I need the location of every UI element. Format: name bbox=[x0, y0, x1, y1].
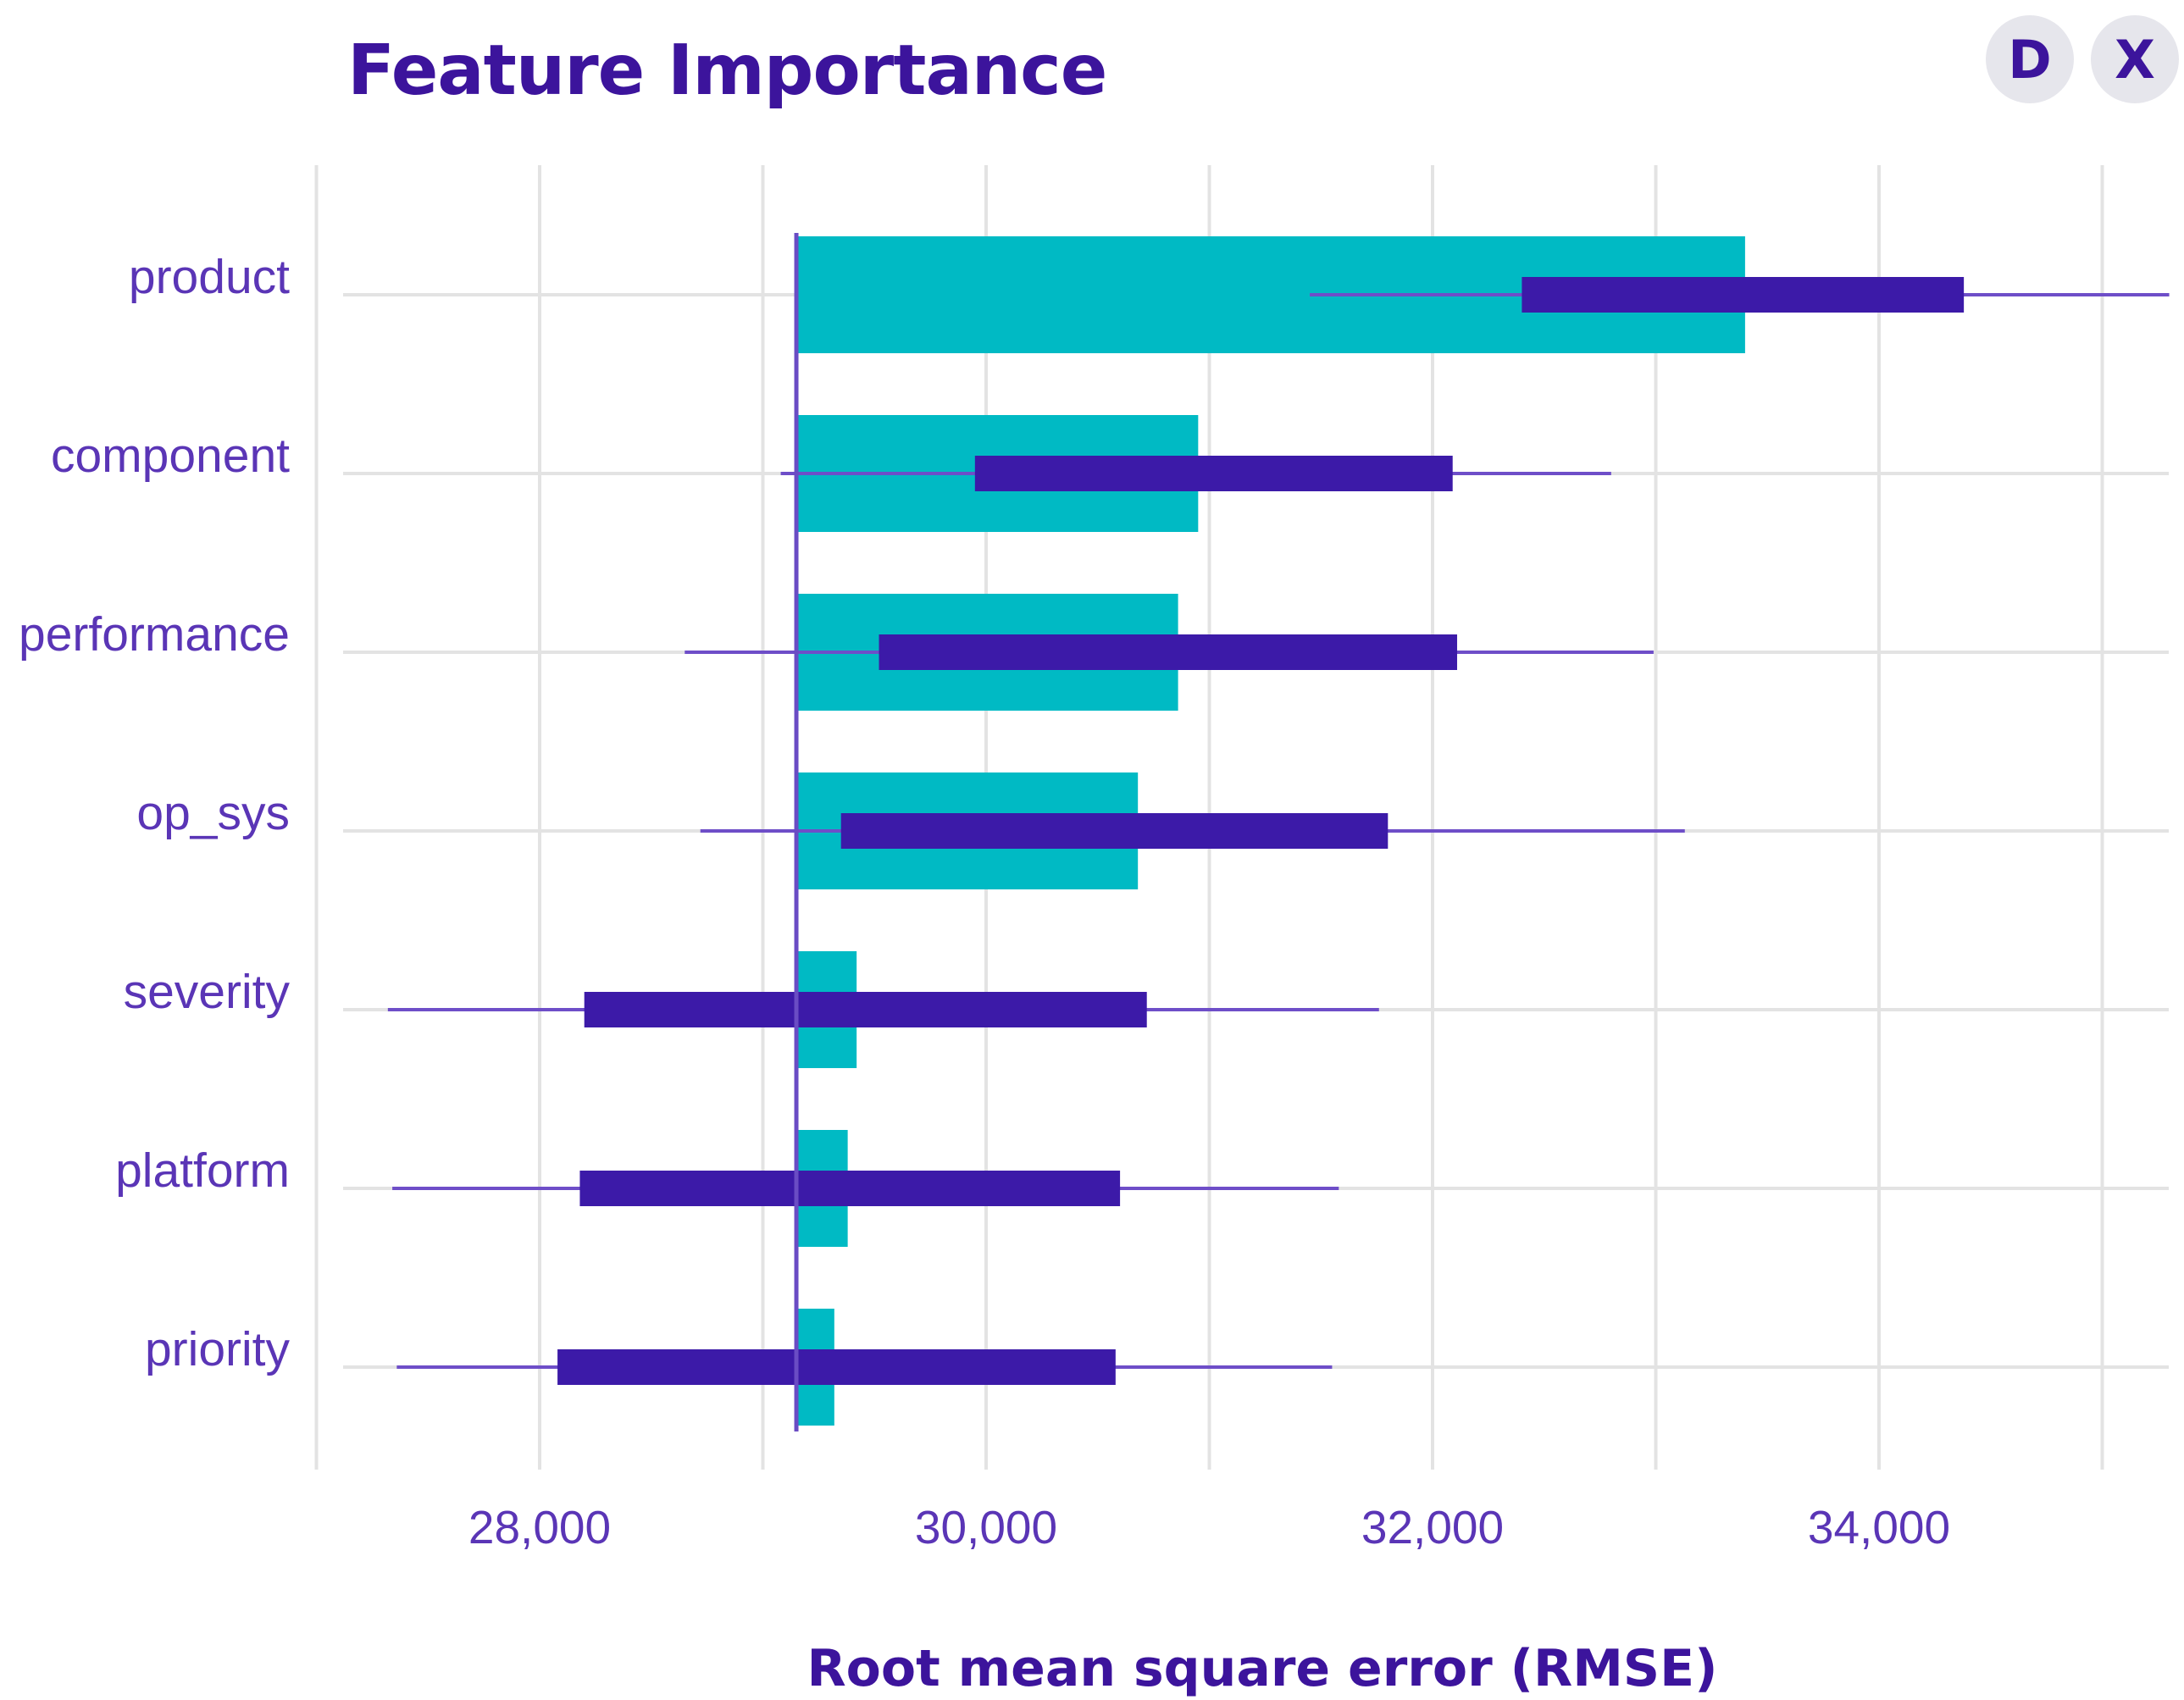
y-tick-label: severity bbox=[124, 965, 291, 1019]
label-layer: 28,000 30,000 32,000 34,000 product component… bbox=[19, 250, 1950, 1553]
x-tick-label: 30,000 bbox=[915, 1501, 1057, 1553]
y-tick-label: product bbox=[129, 250, 290, 304]
x-tick-label: 28,000 bbox=[468, 1501, 611, 1553]
y-tick-label: component bbox=[51, 429, 290, 483]
interval-product bbox=[1522, 277, 1965, 313]
interval-priority bbox=[557, 1349, 1116, 1385]
interval-severity bbox=[584, 992, 1147, 1027]
close-button[interactable]: X bbox=[2091, 15, 2179, 103]
y-tick-label: performance bbox=[19, 607, 290, 662]
x-tick-label: 34,000 bbox=[1808, 1501, 1950, 1553]
y-tick-label: op_sys bbox=[136, 786, 290, 840]
y-tick-label: platform bbox=[115, 1143, 290, 1198]
y-tick-label: priority bbox=[145, 1322, 291, 1376]
interval-layer bbox=[557, 233, 1965, 1431]
interval-platform bbox=[579, 1171, 1121, 1206]
x-axis-label: Root mean square error (RMSE) bbox=[807, 1639, 1717, 1698]
interval-op_sys bbox=[840, 813, 1389, 849]
interval-component bbox=[974, 456, 1453, 491]
interval-performance bbox=[879, 634, 1457, 670]
download-button[interactable]: D bbox=[1986, 15, 2074, 103]
chart-title: Feature Importance bbox=[347, 30, 1107, 111]
x-tick-label: 32,000 bbox=[1361, 1501, 1504, 1553]
